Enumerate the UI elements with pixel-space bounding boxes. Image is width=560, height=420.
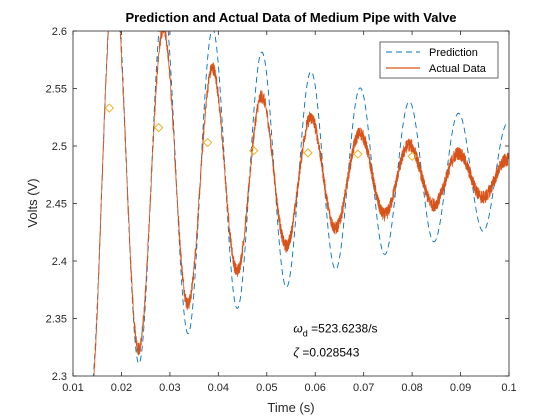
annotation-zeta: ζ =0.028543 [293, 345, 359, 359]
series-line-actual-data [93, 31, 509, 376]
y-axis: 2.3 2.35 2.4 2.45 2.5 2.55 2.6 [46, 26, 509, 383]
series-layer [92, 31, 509, 376]
x-tick-label: 0.05 [256, 382, 277, 394]
x-tick-label: 0.09 [450, 382, 471, 394]
x-tick-label: 0.04 [208, 382, 229, 394]
peak-marker [202, 137, 213, 148]
peak-marker [104, 103, 115, 113]
y-axis-label: Volts (V) [25, 178, 40, 227]
y-tick-label: 2.3 [52, 371, 67, 383]
legend: Prediction Actual Data [379, 41, 499, 79]
x-axis-label: Time (s) [267, 400, 314, 415]
chart-title: Prediction and Actual Data of Medium Pip… [125, 10, 456, 25]
y-tick-label: 2.5 [52, 141, 67, 153]
x-tick-label: 0.03 [159, 382, 180, 394]
y-tick-label: 2.4 [52, 256, 67, 268]
legend-box [379, 41, 499, 79]
x-tick-label: 0.01 [62, 382, 83, 394]
x-tick-label: 0.08 [401, 382, 422, 394]
legend-label-actual-data: Actual Data [429, 63, 487, 75]
x-tick-label: 0.06 [305, 382, 326, 394]
y-tick-label: 2.45 [46, 199, 67, 211]
peak-marker [407, 151, 417, 162]
peak-marker [154, 122, 164, 133]
x-tick-label: 0.1 [501, 382, 516, 394]
annotations: ωd =523.6238/s ζ =0.028543 [293, 321, 377, 359]
plot-area [73, 31, 509, 376]
peak-marker [353, 149, 363, 159]
x-axis: 0.01 0.02 0.03 0.04 0.05 0.06 0.07 0.08 0.09 0.1 [62, 31, 517, 394]
annotation-omega: ωd =523.6238/s [293, 321, 377, 338]
peak-marker [303, 148, 313, 158]
x-tick-label: 0.02 [111, 382, 132, 394]
y-tick-label: 2.35 [46, 314, 67, 326]
peak-marker-layer [104, 103, 417, 162]
y-tick-label: 2.6 [52, 26, 67, 38]
legend-label-prediction: Prediction [429, 47, 478, 59]
x-tick-label: 0.07 [353, 382, 374, 394]
peak-marker [248, 145, 259, 156]
y-tick-label: 2.55 [46, 84, 67, 96]
